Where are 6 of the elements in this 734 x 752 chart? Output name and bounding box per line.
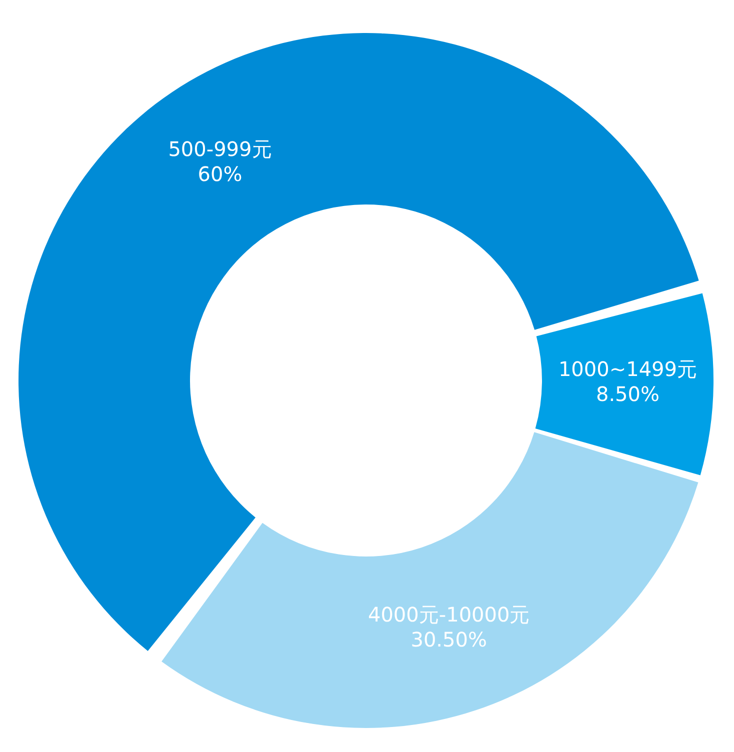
data-label: 30.50% — [410, 627, 487, 652]
data-label: 60% — [198, 162, 242, 186]
data-label: 8.50% — [596, 382, 660, 406]
slice-label: 500-999元 — [168, 136, 272, 161]
slice-label: 1000~1499元 — [558, 357, 698, 382]
slice-label: 4000元-10000元 — [368, 602, 530, 626]
